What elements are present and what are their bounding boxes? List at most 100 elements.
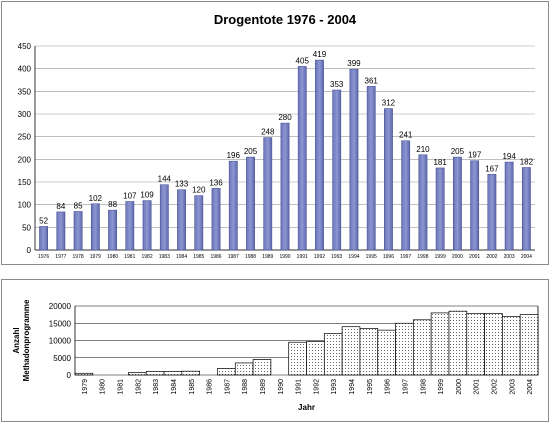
data-label: 280 — [278, 113, 292, 122]
y-tick-label: 15000 — [49, 319, 72, 328]
bar — [430, 312, 450, 376]
x-tick-label: 2000 — [452, 254, 463, 260]
x-tick-label: 1990 — [279, 254, 290, 260]
x-tick-label: 1984 — [171, 379, 178, 395]
x-tick-label: 1992 — [314, 254, 325, 260]
x-tick-label: 1998 — [420, 379, 427, 395]
x-tick-label: 1983 — [153, 379, 160, 395]
data-label: 88 — [108, 200, 117, 209]
bar — [435, 167, 445, 251]
data-label: 182 — [520, 157, 534, 166]
x-tick-label: 1989 — [262, 254, 273, 260]
deaths-chart: Drogentote 1976 - 2004 0 50 100 150 200 250 300… — [18, 12, 535, 260]
y-tick-label: 20000 — [49, 302, 72, 311]
x-tick-label: 1980 — [107, 254, 118, 260]
methadone-chart: 0 5000 10000 15000 20000 1979 1980 1981 1982 1983… — [12, 299, 539, 412]
y-tick-label: 0 — [67, 371, 72, 380]
bar — [504, 161, 514, 251]
bar — [181, 370, 201, 376]
x-tick-label: 2000 — [456, 379, 463, 395]
bar — [297, 66, 307, 251]
x-tick-label: 1982 — [142, 254, 153, 260]
bar — [448, 310, 468, 376]
bar — [280, 122, 290, 251]
bar — [211, 188, 221, 251]
bar — [306, 341, 325, 376]
bar — [315, 59, 324, 251]
y-axis-label-line1: Anzahl — [12, 327, 21, 353]
x-tick-label: 1998 — [417, 254, 428, 260]
bar — [246, 156, 255, 251]
x-tick-label: 1980 — [100, 379, 107, 395]
data-label: 136 — [209, 178, 223, 187]
y-tick-label: 5000 — [53, 354, 71, 363]
x-tick-label: 1993 — [331, 379, 338, 395]
data-label: 52 — [39, 216, 48, 225]
x-tick-label: 2003 — [504, 254, 515, 260]
bar — [384, 108, 393, 251]
x-tick-label: 1991 — [296, 379, 303, 395]
bar — [487, 174, 497, 251]
x-tick-label: 2004 — [527, 379, 534, 395]
bar — [502, 315, 521, 376]
bar — [401, 140, 411, 251]
data-label: 194 — [502, 152, 516, 161]
bar — [56, 211, 66, 251]
data-label: 405 — [296, 56, 310, 65]
x-tick-label: 1993 — [331, 254, 342, 260]
data-label: 312 — [382, 99, 396, 108]
data-label: 133 — [175, 180, 189, 189]
data-label: 205 — [451, 147, 465, 156]
bar — [332, 89, 342, 251]
x-tick-label: 1987 — [224, 379, 231, 395]
y-tick-label: 10000 — [49, 337, 72, 346]
deaths-chart-panel: Drogentote 1976 - 2004 0 50 100 150 200 250 300… — [1, 1, 549, 265]
x-tick-label: 1985 — [189, 379, 196, 395]
data-label: 399 — [347, 59, 361, 68]
data-label: 85 — [74, 201, 83, 210]
data-label: 196 — [227, 151, 241, 160]
data-label: 144 — [158, 175, 172, 184]
bar — [159, 184, 169, 251]
x-tick-label: 1996 — [383, 254, 394, 260]
bar — [145, 371, 165, 376]
x-tick-label: 1999 — [438, 379, 445, 395]
bar — [228, 160, 238, 251]
x-tick-label: 1981 — [124, 254, 135, 260]
x-tick-label: 2003 — [509, 379, 516, 395]
x-tick-label: 2001 — [474, 379, 481, 395]
bar — [519, 314, 539, 376]
x-tick-label: 2002 — [486, 254, 497, 260]
chart-title: Drogentote 1976 - 2004 — [214, 12, 357, 27]
x-tick-label: 1985 — [193, 254, 204, 260]
x-tick-label: 1991 — [297, 254, 308, 260]
data-label: 102 — [89, 194, 103, 203]
data-label: 167 — [485, 164, 499, 173]
data-label: 109 — [140, 191, 154, 200]
bar — [125, 201, 135, 251]
data-label: 120 — [192, 186, 206, 195]
bar — [418, 154, 428, 251]
x-tick-label: 1996 — [385, 379, 392, 395]
data-label: 353 — [330, 80, 344, 89]
bar — [163, 371, 183, 376]
bar — [90, 203, 100, 251]
y-tick-label: 450 — [18, 42, 32, 51]
bar — [288, 341, 307, 376]
bar — [412, 319, 432, 376]
bar — [234, 362, 254, 376]
x-tick-label: 1988 — [242, 379, 249, 395]
x-tick-label: 1997 — [402, 379, 409, 395]
x-tick-label: 1995 — [366, 254, 377, 260]
y-axis-label-line2: Methadonprogramme — [22, 299, 31, 381]
bar — [73, 211, 83, 251]
y-tick-label: 50 — [22, 223, 31, 232]
x-tick-label: 1979 — [82, 379, 89, 395]
x-tick-label: 1987 — [228, 254, 239, 260]
x-tick-label: 1986 — [210, 254, 221, 260]
x-tick-label: 1977 — [55, 254, 66, 260]
y-tick-label: 250 — [18, 133, 32, 142]
bar — [74, 372, 94, 376]
bar — [39, 226, 49, 251]
data-label: 84 — [56, 202, 65, 211]
